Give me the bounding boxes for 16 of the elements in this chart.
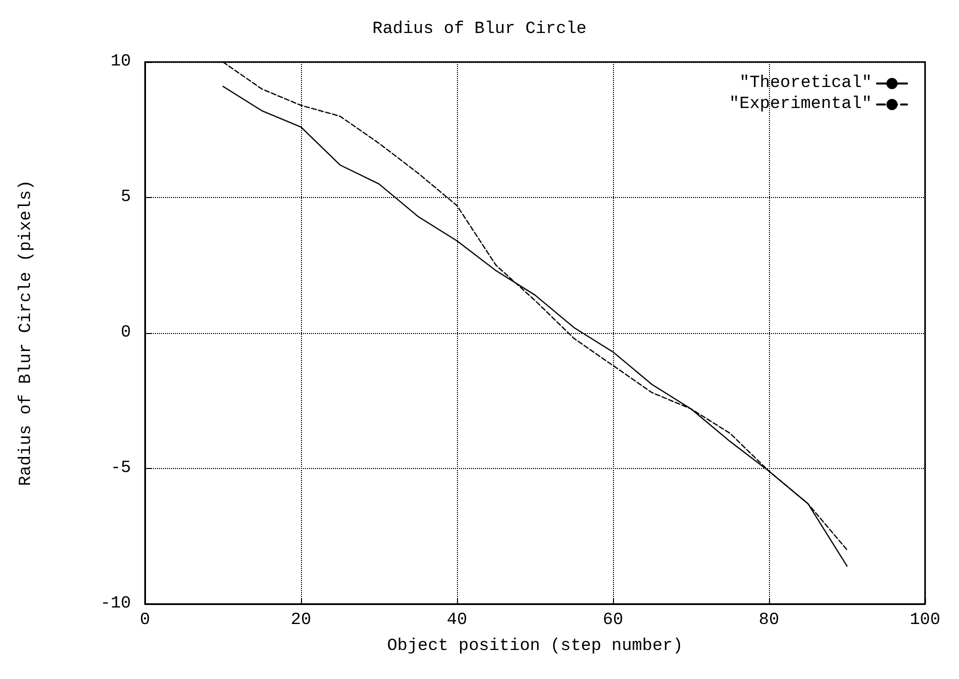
x-tick-label: 80	[758, 611, 780, 630]
y-tick-label: 0	[120, 324, 131, 342]
y-tick-label: 5	[120, 188, 131, 207]
y-axis-title: Radius of Blur Circle (pixels)	[17, 180, 36, 486]
x-tick-label: 40	[446, 611, 468, 630]
y-tick-label: -5	[110, 459, 131, 478]
legend-label: "Experimental"	[729, 95, 872, 114]
x-tick-label: 0	[140, 611, 150, 630]
x-axis-title: Object position (step number)	[387, 637, 683, 656]
x-tick-label: 60	[602, 611, 624, 630]
x-tick-label: 20	[290, 611, 312, 630]
y-tick-label: -10	[100, 594, 131, 614]
chart-title: Radius of Blur Circle	[372, 20, 587, 39]
y-tick-label: 10	[110, 52, 131, 72]
x-tick-label: 100	[910, 611, 940, 630]
legend-label: "Theoretical"	[739, 74, 872, 93]
